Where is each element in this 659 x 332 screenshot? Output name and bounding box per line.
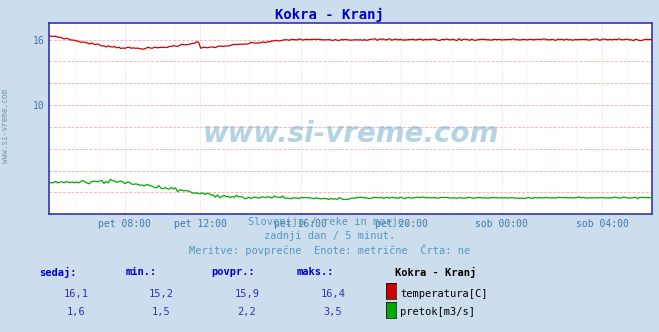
Text: maks.:: maks.: [297, 267, 334, 277]
Text: Meritve: povprečne  Enote: metrične  Črta: ne: Meritve: povprečne Enote: metrične Črta:… [189, 244, 470, 256]
Text: Slovenija / reke in morje.: Slovenija / reke in morje. [248, 217, 411, 227]
Text: povpr.:: povpr.: [211, 267, 254, 277]
Text: 15,9: 15,9 [235, 289, 260, 299]
Text: pretok[m3/s]: pretok[m3/s] [400, 307, 475, 317]
Text: zadnji dan / 5 minut.: zadnji dan / 5 minut. [264, 231, 395, 241]
Text: min.:: min.: [125, 267, 156, 277]
Text: 1,6: 1,6 [67, 307, 85, 317]
Text: 1,5: 1,5 [152, 307, 171, 317]
Text: Kokra - Kranj: Kokra - Kranj [395, 267, 476, 278]
Text: 15,2: 15,2 [149, 289, 174, 299]
Text: www.si-vreme.com: www.si-vreme.com [1, 89, 10, 163]
Text: 2,2: 2,2 [238, 307, 256, 317]
Text: www.si-vreme.com: www.si-vreme.com [203, 120, 499, 148]
Text: temperatura[C]: temperatura[C] [400, 289, 488, 299]
Text: sedaj:: sedaj: [40, 267, 77, 278]
Text: 3,5: 3,5 [324, 307, 342, 317]
Text: Kokra - Kranj: Kokra - Kranj [275, 8, 384, 23]
Text: 16,4: 16,4 [320, 289, 345, 299]
Text: 16,1: 16,1 [63, 289, 88, 299]
